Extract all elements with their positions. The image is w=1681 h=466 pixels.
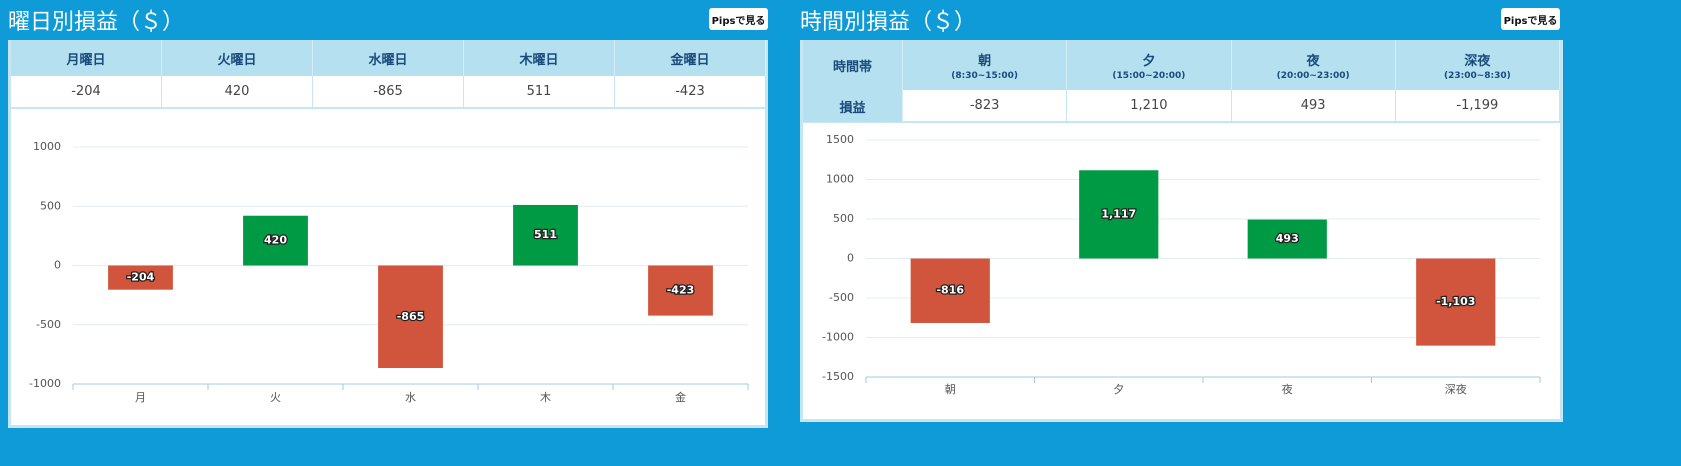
x-tick-label: 夜: [1282, 382, 1293, 396]
table-header: 朝 (8:30~15:00): [903, 40, 1068, 90]
header-label: 朝: [978, 53, 992, 69]
data-label: -816: [936, 284, 964, 297]
data-label: -865: [397, 310, 425, 323]
x-tick-label: 火: [270, 391, 281, 404]
x-tick-label: 朝: [945, 383, 956, 396]
chart: -1500 -1000 -500 0 500 1000 1500 朝 -816 夕 1,117 夜 49…: [803, 123, 1560, 419]
y-tick-label: 1000: [33, 140, 61, 153]
bar: [513, 204, 578, 266]
data-label: 511: [534, 228, 557, 241]
header-sub: (8:30~15:00): [951, 70, 1019, 81]
data-label: 493: [1276, 232, 1299, 245]
panel-title: 曜日別損益（＄）: [8, 10, 185, 35]
x-tick-label: 木: [540, 391, 551, 404]
table-cell: -823: [903, 90, 1068, 122]
data-label: 420: [264, 234, 287, 247]
table-cell: 1,210: [1067, 90, 1232, 122]
bar: [1247, 219, 1327, 259]
data-label: -204: [127, 271, 155, 284]
chart: -1000 -500 0 500 1000 月 -204 火 420 水 -865 木 511 金 -423: [11, 109, 765, 425]
pips-button[interactable]: Pipsで見る: [709, 8, 768, 30]
table-corner: 時間帯: [803, 40, 903, 90]
data-label: -423: [667, 284, 695, 297]
header-sub: (23:00~8:30): [1443, 70, 1511, 81]
y-tick-label: 0: [54, 259, 61, 272]
table-row-label: 損益: [803, 90, 903, 122]
bar: [1079, 170, 1159, 259]
bar: [1416, 258, 1496, 346]
x-tick-label: 夕: [1113, 383, 1124, 396]
header-label: 深夜: [1464, 53, 1491, 69]
data-label: -1,103: [1436, 295, 1475, 308]
table-header: 夕 (15:00~20:00): [1067, 40, 1232, 90]
table-cell: 493: [1231, 90, 1396, 122]
table-header: 月曜日: [11, 40, 162, 76]
data-label: 1,117: [1101, 207, 1136, 220]
table-header: 木曜日: [464, 40, 615, 76]
y-tick-label: 0: [847, 252, 854, 265]
table-cell: 420: [162, 76, 313, 108]
x-tick-label: 水: [405, 391, 416, 404]
y-tick-label: 500: [833, 212, 854, 225]
table-cell: -865: [313, 76, 464, 108]
table-cell: -423: [615, 76, 766, 108]
table-header: 夜 (20:00~23:00): [1231, 40, 1396, 90]
bar: [648, 265, 713, 316]
table-header: 火曜日: [162, 40, 313, 76]
pips-button[interactable]: Pipsで見る: [1501, 8, 1560, 30]
y-tick-label: -1000: [822, 331, 854, 344]
header-sub: (20:00~23:00): [1276, 70, 1350, 81]
y-tick-label: -1000: [29, 377, 61, 390]
header-sub: (15:00~20:00): [1112, 70, 1186, 81]
y-tick-label: 1000: [826, 173, 854, 186]
table-cell: 511: [464, 76, 615, 108]
table-header: 水曜日: [313, 40, 464, 76]
x-tick-label: 金: [675, 390, 686, 404]
y-tick-label: 1500: [826, 133, 854, 146]
x-tick-label: 深夜: [1445, 382, 1467, 396]
table-header: 金曜日: [615, 40, 766, 76]
bar: [378, 265, 443, 369]
table-cell: -204: [11, 76, 162, 108]
x-tick-label: 月: [135, 391, 146, 404]
y-tick-label: -500: [36, 318, 61, 331]
header-label: 夕: [1142, 53, 1156, 69]
bar: [243, 215, 308, 266]
bar: [910, 258, 990, 323]
y-tick-label: 500: [40, 199, 61, 212]
table-header: 深夜 (23:00~8:30): [1395, 40, 1560, 90]
table-cell: -1,199: [1395, 90, 1560, 122]
y-tick-label: -500: [829, 291, 854, 304]
header-label: 夜: [1306, 53, 1320, 69]
bar: [108, 265, 173, 290]
y-tick-label: -1500: [822, 370, 854, 383]
panel-title: 時間別損益（＄）: [800, 10, 977, 35]
